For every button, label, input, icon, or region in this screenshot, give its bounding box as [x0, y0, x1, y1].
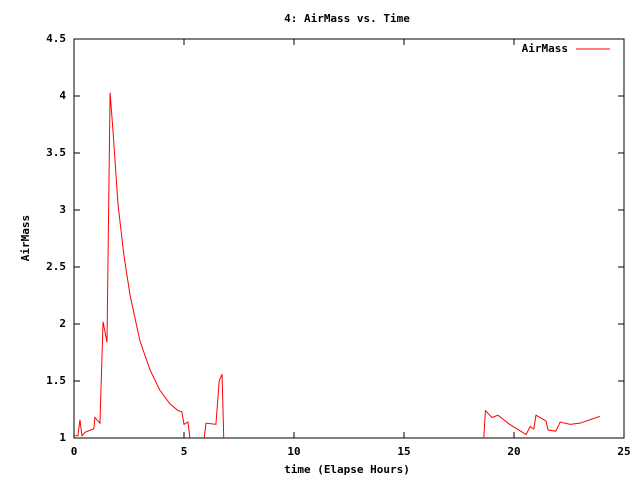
x-tick-label: 20	[507, 445, 520, 458]
x-axis-label: time (Elapse Hours)	[284, 463, 410, 476]
y-tick-label: 3	[59, 203, 66, 216]
plot-border	[73, 38, 625, 439]
y-tick-label: 2	[59, 317, 66, 330]
y-axis-label: AirMass	[19, 215, 32, 261]
x-tick-label: 5	[181, 445, 188, 458]
y-tick-label: 3.5	[46, 146, 66, 159]
legend-label: AirMass	[522, 42, 568, 55]
data-line	[74, 92, 600, 438]
x-tick-label: 10	[287, 445, 300, 458]
x-tick-label: 0	[71, 445, 78, 458]
y-tick-label: 1.5	[46, 374, 66, 387]
y-tick-label: 4	[59, 89, 66, 102]
chart-title: 4: AirMass vs. Time	[284, 12, 410, 25]
y-tick-label: 1	[59, 431, 66, 444]
x-tick-label: 25	[617, 445, 630, 458]
x-tick-label: 15	[397, 445, 410, 458]
y-tick-label: 4.5	[46, 32, 66, 45]
y-tick-label: 2.5	[46, 260, 66, 273]
